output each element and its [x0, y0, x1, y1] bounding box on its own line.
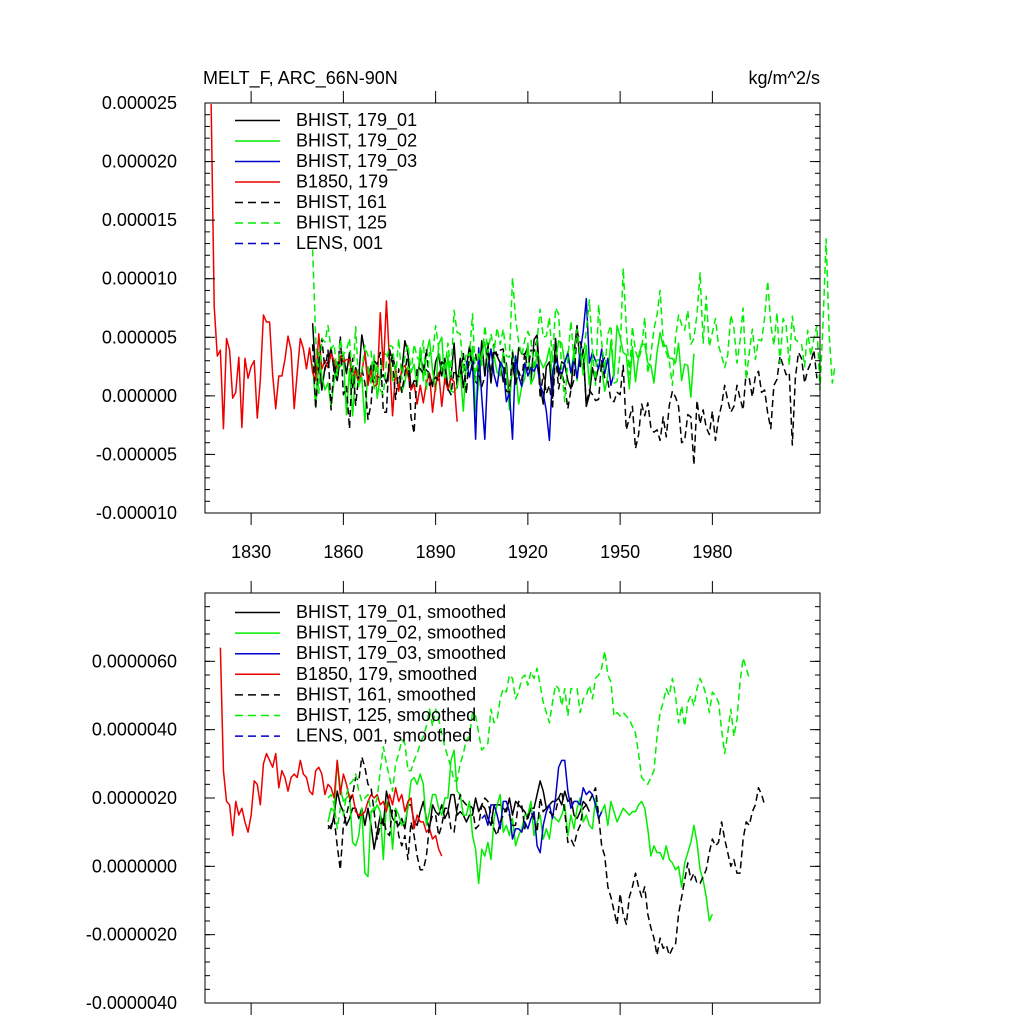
top-plot-frame	[204, 102, 821, 514]
top-chart-units: kg/m^2/s	[749, 68, 820, 88]
top-legend-label-2: BHIST, 179_03	[296, 151, 417, 172]
bottom-legend-label-4: BHIST, 161, smoothed	[296, 684, 476, 704]
top-chart: MELT_F, ARC_66N-90N kg/m^2/s -0.000010-0…	[96, 68, 837, 562]
bottom-series-layer	[219, 647, 766, 956]
top-axes: -0.000010 -0.000005 0.000000 0.000005 0.0000…	[96, 91, 820, 562]
bottom-series-line-3	[219, 647, 443, 857]
top-y-tick-label: 0.000015	[102, 210, 177, 230]
bottom-series-line-1	[327, 749, 714, 922]
top-legend-label-1: BHIST, 179_02	[296, 131, 417, 152]
top-legend-label-3: B1850, 179	[296, 172, 388, 192]
top-y-tick-label: -0.000005	[96, 444, 177, 464]
top-y-tick-label: -0.000010	[96, 503, 177, 523]
bottom-y-tick-label: -0.0000020	[86, 925, 177, 945]
bottom-y-tick-label: 0.0000020	[92, 788, 177, 808]
top-legend-label-4: BHIST, 161	[296, 192, 387, 212]
top-x-tick-label: 1920	[508, 542, 548, 562]
bottom-y-tick-label: 0.0000060	[92, 651, 177, 671]
top-legend-label-6: LENS, 001	[296, 233, 383, 253]
top-series-line-2	[465, 297, 615, 442]
top-y-tick-label: 0.000000	[102, 386, 177, 406]
top-x-tick-label: 1830	[231, 542, 271, 562]
top-series-line-0	[311, 323, 606, 408]
top-x-tick-label: 1950	[600, 542, 640, 562]
bottom-series-line-5	[327, 650, 750, 830]
top-series-line-5	[311, 238, 837, 403]
bottom-legend-label-0: BHIST, 179_01, smoothed	[296, 602, 506, 623]
bottom-legend-label-6: LENS, 001, smoothed	[296, 726, 472, 746]
top-chart-title: MELT_F, ARC_66N-90N	[203, 68, 398, 89]
top-legend-label-5: BHIST, 125	[296, 213, 387, 233]
bottom-y-tick-label: -0.0000040	[86, 993, 177, 1013]
bottom-chart: -0.0000040 -0.0000020 0.0000000 0.0000020 0.…	[86, 581, 821, 1015]
bottom-y-tick-label: 0.0000040	[92, 720, 177, 740]
top-y-tick-label: 0.000010	[102, 269, 177, 289]
bottom-legend-label-2: BHIST, 179_03, smoothed	[296, 643, 506, 664]
bottom-legend-label-5: BHIST, 125, smoothed	[296, 705, 476, 725]
bottom-series-line-2	[481, 759, 603, 854]
top-series-line-1	[311, 324, 695, 424]
bottom-series-line-0	[327, 780, 591, 850]
bottom-y-tick-label: 0.0000000	[92, 856, 177, 876]
top-x-tick-label: 1890	[416, 542, 456, 562]
top-series-layer	[210, 104, 837, 466]
top-series-line-4	[311, 330, 818, 466]
top-x-tick-label: 1860	[323, 542, 363, 562]
top-y-tick-label: 0.000025	[102, 93, 177, 113]
bottom-legend-label-1: BHIST, 179_02, smoothed	[296, 623, 506, 644]
top-x-tick-label: 1980	[692, 542, 732, 562]
bottom-axes: -0.0000040 -0.0000020 0.0000000 0.0000020 0.…	[86, 581, 820, 1015]
top-y-tick-label: 0.000005	[102, 327, 177, 347]
top-legend-label-0: BHIST, 179_01	[296, 110, 417, 131]
top-y-tick-label: 0.000020	[102, 152, 177, 172]
bottom-legend-label-3: B1850, 179, smoothed	[296, 664, 477, 684]
bottom-series-line-4	[327, 756, 766, 956]
